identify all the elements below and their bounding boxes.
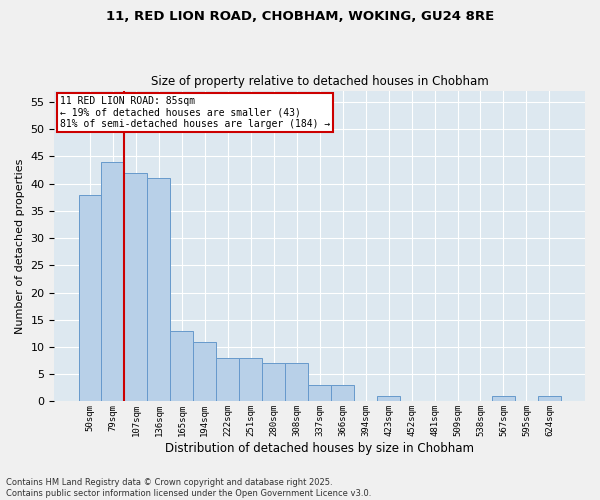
Bar: [170, 330, 193, 402]
X-axis label: Distribution of detached houses by size in Chobham: Distribution of detached houses by size …: [165, 442, 474, 455]
Bar: [538, 396, 561, 402]
Y-axis label: Number of detached properties: Number of detached properties: [15, 158, 25, 334]
Bar: [262, 364, 285, 402]
Title: Size of property relative to detached houses in Chobham: Size of property relative to detached ho…: [151, 76, 488, 88]
Bar: [101, 162, 124, 402]
Bar: [217, 358, 239, 402]
Bar: [193, 342, 217, 402]
Text: 11, RED LION ROAD, CHOBHAM, WOKING, GU24 8RE: 11, RED LION ROAD, CHOBHAM, WOKING, GU24…: [106, 10, 494, 23]
Bar: [377, 396, 400, 402]
Bar: [308, 385, 331, 402]
Bar: [285, 364, 308, 402]
Bar: [79, 194, 101, 402]
Text: Contains HM Land Registry data © Crown copyright and database right 2025.
Contai: Contains HM Land Registry data © Crown c…: [6, 478, 371, 498]
Bar: [148, 178, 170, 402]
Bar: [492, 396, 515, 402]
Text: 11 RED LION ROAD: 85sqm
← 19% of detached houses are smaller (43)
81% of semi-de: 11 RED LION ROAD: 85sqm ← 19% of detache…: [60, 96, 330, 129]
Bar: [239, 358, 262, 402]
Bar: [331, 385, 354, 402]
Bar: [124, 172, 148, 402]
